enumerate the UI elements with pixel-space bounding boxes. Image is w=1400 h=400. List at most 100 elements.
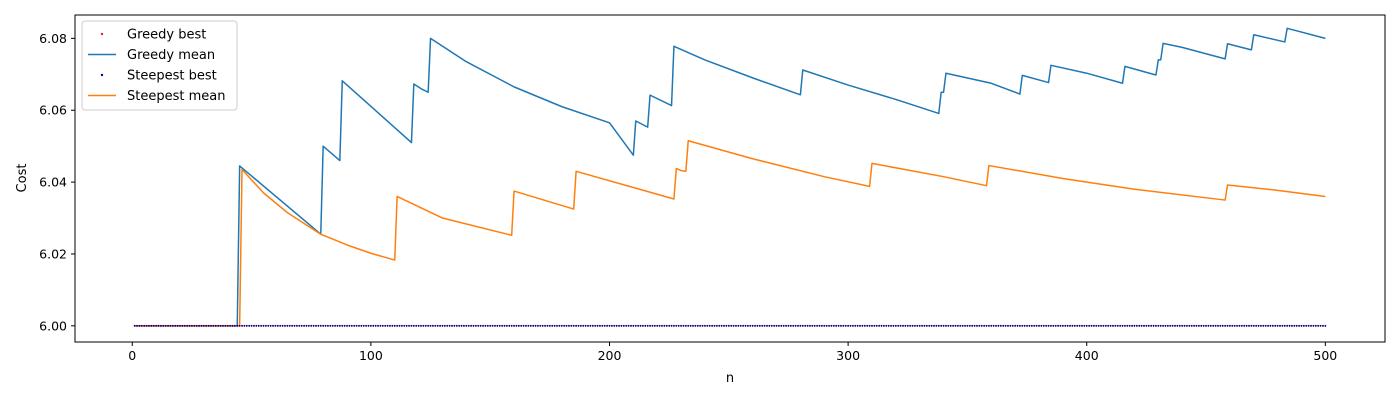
steepest-best-point	[1281, 324, 1284, 327]
steepest-best-point	[288, 324, 291, 327]
steepest-best-point	[758, 324, 761, 327]
steepest-best-point	[341, 324, 344, 327]
steepest-best-point	[1059, 324, 1062, 327]
steepest-best-point	[606, 324, 609, 327]
steepest-best-point	[202, 324, 205, 327]
steepest-best-point	[491, 324, 494, 327]
legend-label: Greedy best	[127, 28, 206, 43]
steepest-best-point	[410, 324, 413, 327]
steepest-best-point	[424, 324, 427, 327]
steepest-best-point	[1233, 324, 1236, 327]
steepest-best-point	[1217, 324, 1219, 327]
steepest-best-point	[842, 324, 845, 327]
steepest-best-point	[541, 324, 544, 327]
steepest-best-point	[1319, 324, 1322, 327]
steepest-best-point	[789, 324, 792, 327]
steepest-best-point	[171, 324, 174, 327]
steepest-best-point	[952, 324, 955, 327]
steepest-best-point	[613, 324, 616, 327]
steepest-best-point	[682, 324, 685, 327]
legend-item-greedy-mean: Greedy mean	[88, 48, 215, 63]
legend-swatch	[100, 32, 104, 36]
steepest-best-point	[317, 324, 320, 327]
steepest-mean-series	[134, 140, 1326, 327]
steepest-best-point	[1004, 324, 1007, 327]
steepest-best-point	[374, 324, 377, 327]
steepest-best-point	[797, 324, 799, 327]
steepest-best-point	[1083, 324, 1086, 327]
steepest-best-point	[241, 324, 243, 327]
steepest-best-point	[1095, 324, 1098, 327]
steepest-best-point	[816, 324, 818, 327]
steepest-best-point	[284, 324, 286, 327]
steepest-best-point	[649, 324, 651, 327]
steepest-best-point	[548, 324, 551, 327]
steepest-best-point	[806, 324, 809, 327]
steepest-best-point	[809, 324, 811, 327]
x-axis-label: n	[726, 371, 734, 386]
steepest-best-point	[1302, 324, 1305, 327]
steepest-best-point	[1128, 324, 1131, 327]
steepest-best-point	[176, 324, 179, 327]
steepest-best-point	[279, 324, 282, 327]
steepest-best-point	[844, 324, 847, 327]
steepest-best-point	[942, 324, 945, 327]
steepest-best-point	[560, 324, 563, 327]
steepest-best-point	[568, 324, 570, 327]
steepest-best-point	[336, 324, 339, 327]
steepest-best-point	[890, 324, 892, 327]
steepest-best-point	[396, 324, 399, 327]
steepest-best-point	[1186, 324, 1188, 327]
steepest-best-point	[704, 324, 706, 327]
steepest-best-point	[830, 324, 833, 327]
steepest-best-point	[708, 324, 711, 327]
steepest-best-point	[563, 324, 566, 327]
steepest-best-point	[579, 324, 582, 327]
steepest-best-point	[723, 324, 725, 327]
steepest-best-point	[484, 324, 487, 327]
steepest-best-point	[477, 324, 480, 327]
steepest-best-point	[840, 324, 842, 327]
steepest-best-point	[367, 324, 370, 327]
steepest-best-point	[489, 324, 492, 327]
steepest-best-point	[770, 324, 773, 327]
steepest-best-point	[260, 324, 263, 327]
steepest-best-point	[1166, 324, 1169, 327]
steepest-best-point	[680, 324, 682, 327]
steepest-best-point	[181, 324, 184, 327]
steepest-best-point	[1023, 324, 1026, 327]
steepest-best-point	[1255, 324, 1258, 327]
steepest-best-point	[1307, 324, 1310, 327]
steepest-best-point	[959, 324, 962, 327]
y-tick-label: 6.00	[39, 318, 67, 333]
steepest-best-point	[818, 324, 821, 327]
steepest-best-point	[1014, 324, 1017, 327]
steepest-best-point	[1069, 324, 1071, 327]
steepest-best-point	[596, 324, 599, 327]
steepest-best-point	[1221, 324, 1224, 327]
steepest-best-point	[1040, 324, 1043, 327]
steepest-best-point	[441, 324, 444, 327]
steepest-best-point	[608, 324, 611, 327]
steepest-best-point	[1195, 324, 1198, 327]
steepest-best-point	[1102, 324, 1105, 327]
steepest-best-point	[906, 324, 909, 327]
steepest-best-point	[315, 324, 317, 327]
steepest-best-point	[169, 324, 172, 327]
steepest-best-point	[761, 324, 764, 327]
steepest-best-point	[861, 324, 864, 327]
steepest-best-point	[300, 324, 303, 327]
steepest-best-point	[250, 324, 253, 327]
steepest-best-point	[968, 324, 971, 327]
steepest-best-point	[1269, 324, 1272, 327]
steepest-best-point	[601, 324, 604, 327]
steepest-best-point	[429, 324, 432, 327]
steepest-best-point	[1155, 324, 1157, 327]
steepest-best-point	[229, 324, 232, 327]
steepest-best-point	[730, 324, 733, 327]
steepest-best-point	[427, 324, 430, 327]
steepest-best-point	[720, 324, 723, 327]
series-layer	[133, 27, 1327, 327]
steepest-best-point	[880, 324, 883, 327]
